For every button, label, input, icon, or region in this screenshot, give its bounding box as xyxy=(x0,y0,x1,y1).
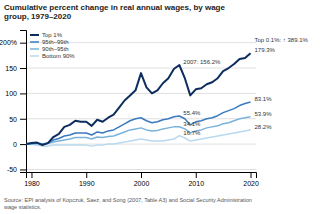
chart-container: -50 0 50 100 150 200% 1980 1990 2000 2010 2020 Top … xyxy=(0,0,320,214)
y-tick: -50 xyxy=(7,166,26,173)
source-line: Source: EPI analysis of Kopczuk, Saez, a… xyxy=(4,197,252,203)
source: Source: EPI analysis of Kopczuk, Saez, a… xyxy=(3,197,252,210)
y-tick-mark xyxy=(20,68,26,69)
y-tick-label: 150 xyxy=(5,65,17,72)
y-tick-mark xyxy=(20,169,26,170)
legend-label: 90th–95th xyxy=(42,46,69,52)
y-tick-label: -50 xyxy=(7,166,17,173)
y-tick-mark xyxy=(20,119,26,120)
y-tick-mark xyxy=(20,93,26,94)
x-axis-line xyxy=(27,173,257,179)
annotation: 53.9% xyxy=(255,111,273,117)
legend-item: 95th–99th xyxy=(30,39,69,45)
x-tick-label: 2020 xyxy=(243,180,259,187)
x-tick-label: 2000 xyxy=(134,180,150,187)
x-tick: 2010 xyxy=(188,172,204,187)
legend-swatch xyxy=(30,55,39,57)
x-axis: 1980 1990 2000 2010 2020 xyxy=(24,172,259,187)
annotations: 2007: 156.2% 55.4% 34.1% 16.7% Top 0.1%: ↑ 3… xyxy=(183,37,308,136)
y-tick-label: 200% xyxy=(0,39,17,46)
legend-label: 95th–99th xyxy=(42,39,69,45)
annotation: Top 0.1%: ↑ 389.1% xyxy=(255,37,309,43)
y-axis: -50 0 50 100 150 200% xyxy=(0,31,27,174)
title: Cumulative percent change in real annual… xyxy=(4,3,226,21)
source-line: wage statistics. xyxy=(3,204,42,210)
legend-item: 90th–95th xyxy=(30,46,69,52)
annotation: 16.7% xyxy=(183,130,201,136)
y-tick-mark xyxy=(20,43,26,44)
grid-line xyxy=(26,169,256,170)
y-tick-label: 0 xyxy=(13,141,17,148)
y-tick-label: 100 xyxy=(5,90,17,97)
y-tick: 0 xyxy=(13,141,26,148)
x-tick-mark xyxy=(86,172,87,178)
x-tick-label: 1990 xyxy=(79,180,95,187)
legend-swatch xyxy=(30,41,39,43)
legend-item: Top 1% xyxy=(30,32,63,38)
series-line xyxy=(26,117,251,144)
y-tick-mark xyxy=(20,144,26,145)
grid xyxy=(26,43,256,170)
title-line: group, 1979–2020 xyxy=(4,12,72,21)
x-tick-mark xyxy=(141,172,142,178)
x-tick-label: 2010 xyxy=(188,180,204,187)
x-tick: 1980 xyxy=(24,172,40,187)
grid-line xyxy=(26,68,256,69)
legend-swatch xyxy=(30,48,39,50)
y-tick: 200% xyxy=(0,39,26,46)
legend-swatch xyxy=(30,34,39,36)
series-line xyxy=(26,102,251,144)
x-tick: 1990 xyxy=(79,172,95,187)
annotation: 55.4% xyxy=(183,110,201,116)
x-tick: 2000 xyxy=(134,172,150,187)
x-tick-label: 1980 xyxy=(24,180,40,187)
annotation: 2007: 156.2% xyxy=(183,59,221,65)
annotation: 28.2% xyxy=(255,124,273,130)
x-tick: 2020 xyxy=(243,172,259,187)
grid-line xyxy=(26,93,256,94)
legend: Top 1%95th–99th90th–95thBottom 90% xyxy=(30,32,75,59)
legend-label: Top 1% xyxy=(42,32,63,38)
legend-item: Bottom 90% xyxy=(30,53,75,59)
legend-label: Bottom 90% xyxy=(42,53,75,59)
y-tick: 150 xyxy=(5,65,26,72)
series-line xyxy=(26,53,251,145)
annotation: 179.3% xyxy=(255,47,276,53)
plot-area: -50 0 50 100 150 200% 1980 1990 2000 2010 2020 Top … xyxy=(0,31,309,187)
y-tick-label: 50 xyxy=(9,115,17,122)
chart-svg: -50 0 50 100 150 200% 1980 1990 2000 2010 2020 Top … xyxy=(0,0,320,214)
y-axis-line xyxy=(20,31,27,173)
y-tick: 100 xyxy=(5,90,26,97)
annotation: 83.1% xyxy=(255,96,273,102)
x-tick-mark xyxy=(251,172,252,178)
x-tick-mark xyxy=(31,172,32,178)
y-tick: 50 xyxy=(9,115,26,122)
annotation: 34.1% xyxy=(183,121,201,127)
lines xyxy=(26,53,251,146)
title-line: Cumulative percent change in real annual… xyxy=(4,3,226,12)
x-tick-mark xyxy=(196,172,197,178)
